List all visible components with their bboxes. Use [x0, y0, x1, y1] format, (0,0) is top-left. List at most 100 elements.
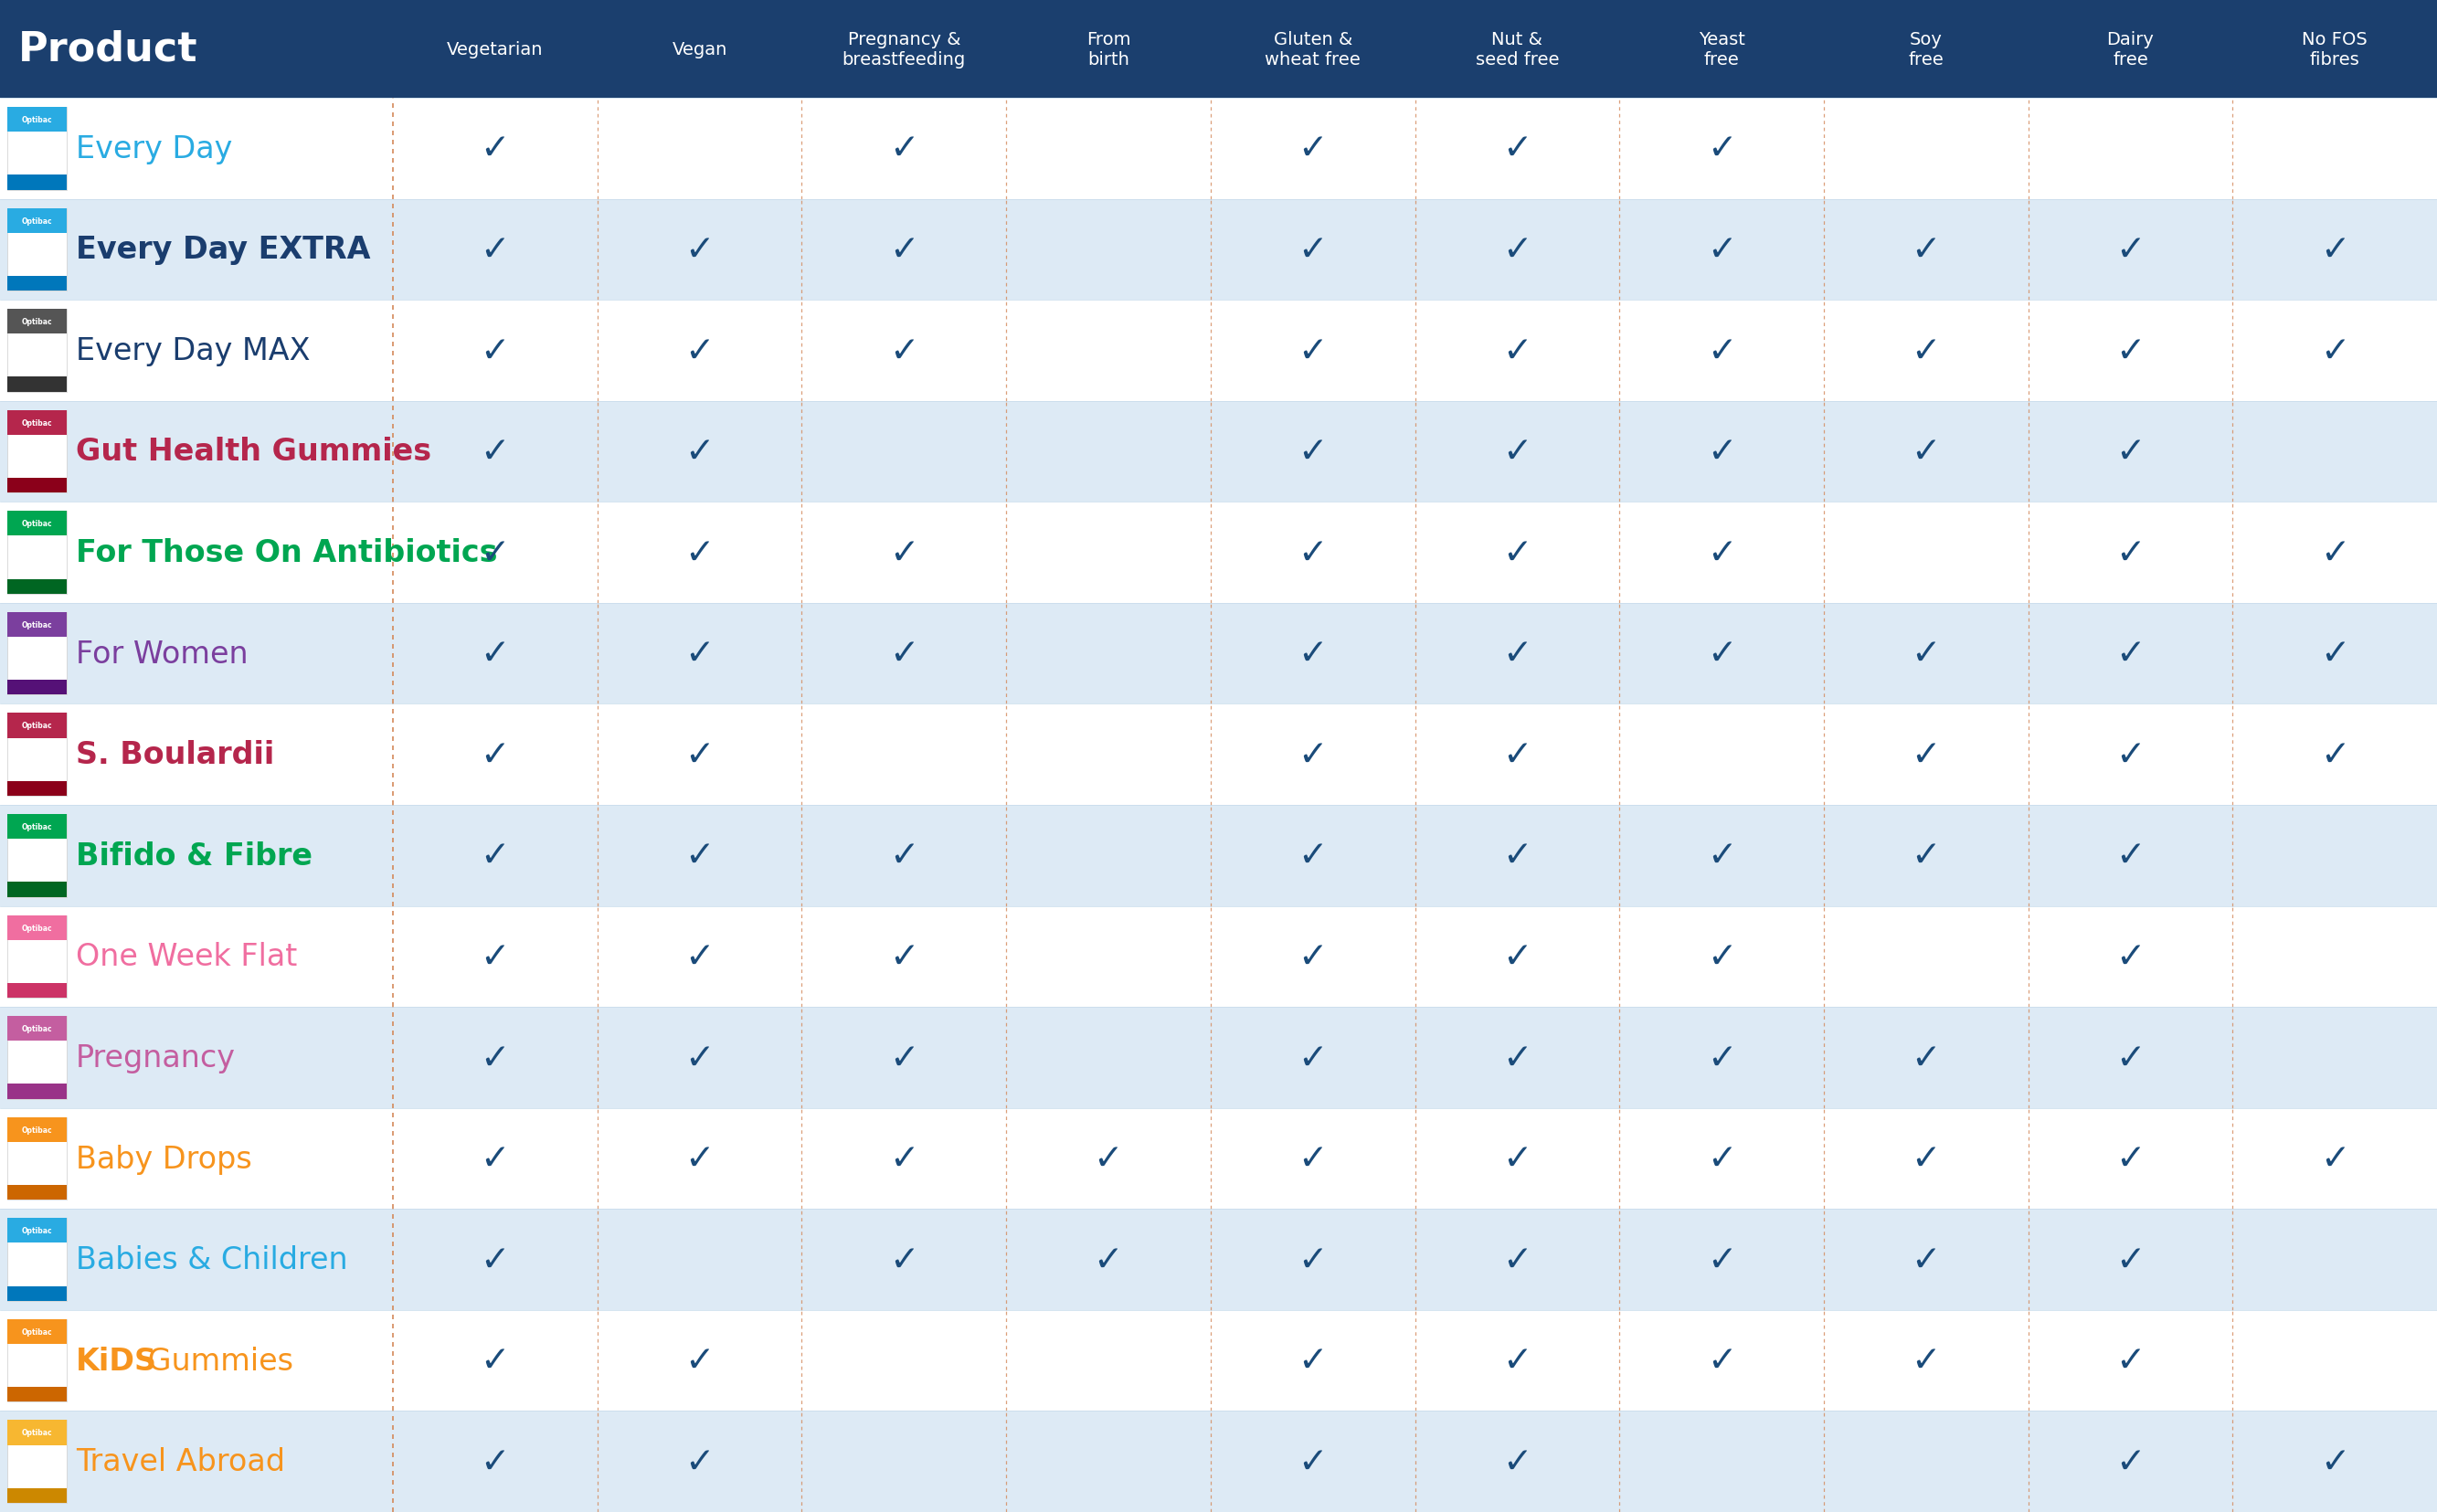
- Text: One Week Flat: One Week Flat: [76, 942, 297, 972]
- Text: ✓: ✓: [685, 1142, 714, 1176]
- Text: ✓: ✓: [1911, 1040, 1940, 1075]
- Text: ✓: ✓: [2320, 637, 2349, 671]
- Text: ✓: ✓: [2320, 1444, 2349, 1479]
- FancyBboxPatch shape: [7, 411, 66, 435]
- Text: ✓: ✓: [480, 535, 509, 570]
- FancyBboxPatch shape: [7, 1219, 66, 1300]
- Text: Every Day EXTRA: Every Day EXTRA: [76, 234, 370, 265]
- Text: Travel Abroad: Travel Abroad: [76, 1447, 285, 1477]
- FancyBboxPatch shape: [7, 478, 66, 493]
- FancyBboxPatch shape: [0, 603, 2437, 705]
- Text: ✓: ✓: [1501, 839, 1533, 872]
- FancyBboxPatch shape: [0, 1210, 2437, 1309]
- Text: For Those On Antibiotics: For Those On Antibiotics: [76, 538, 497, 569]
- FancyBboxPatch shape: [7, 511, 66, 537]
- Text: ✓: ✓: [2115, 535, 2145, 570]
- Text: ✓: ✓: [890, 233, 919, 268]
- Text: ✓: ✓: [1706, 1142, 1738, 1176]
- FancyBboxPatch shape: [7, 1016, 66, 1042]
- FancyBboxPatch shape: [0, 906, 2437, 1007]
- Text: ✓: ✓: [1501, 233, 1533, 268]
- Text: ✓: ✓: [890, 839, 919, 872]
- Text: ✓: ✓: [1501, 1243, 1533, 1278]
- Text: ✓: ✓: [2115, 637, 2145, 671]
- Text: Vegetarian: Vegetarian: [446, 41, 543, 57]
- Text: ✓: ✓: [890, 132, 919, 166]
- Text: ✓: ✓: [685, 535, 714, 570]
- Text: ✓: ✓: [2115, 434, 2145, 469]
- Text: ✓: ✓: [480, 839, 509, 872]
- Text: Optibac: Optibac: [22, 216, 51, 225]
- Text: ✓: ✓: [2320, 334, 2349, 369]
- FancyBboxPatch shape: [7, 511, 66, 594]
- Text: ✓: ✓: [1501, 1343, 1533, 1377]
- FancyBboxPatch shape: [7, 1420, 66, 1503]
- Text: ✓: ✓: [1706, 1343, 1738, 1377]
- FancyBboxPatch shape: [0, 301, 2437, 402]
- Text: Nut &
seed free: Nut & seed free: [1474, 30, 1560, 68]
- Text: ✓: ✓: [1299, 839, 1328, 872]
- Text: No FOS
fibres: No FOS fibres: [2303, 30, 2369, 68]
- Text: ✓: ✓: [685, 1444, 714, 1479]
- Text: ✓: ✓: [1911, 1142, 1940, 1176]
- Text: Optibac: Optibac: [22, 419, 51, 426]
- Text: ✓: ✓: [1706, 939, 1738, 974]
- Text: Every Day MAX: Every Day MAX: [76, 336, 309, 366]
- Text: ✓: ✓: [1911, 1243, 1940, 1278]
- FancyBboxPatch shape: [7, 915, 66, 998]
- FancyBboxPatch shape: [0, 502, 2437, 603]
- Text: ✓: ✓: [2115, 1243, 2145, 1278]
- FancyBboxPatch shape: [0, 98, 2437, 200]
- Text: Pregnancy &
breastfeeding: Pregnancy & breastfeeding: [843, 30, 965, 68]
- Text: ✓: ✓: [1911, 334, 1940, 369]
- Text: Optibac: Optibac: [22, 318, 51, 327]
- FancyBboxPatch shape: [7, 612, 66, 638]
- Text: Optibac: Optibac: [22, 1429, 51, 1436]
- Text: ✓: ✓: [1299, 637, 1328, 671]
- FancyBboxPatch shape: [7, 107, 66, 133]
- Text: ✓: ✓: [2320, 535, 2349, 570]
- Text: ✓: ✓: [2115, 738, 2145, 773]
- Text: ✓: ✓: [890, 1243, 919, 1278]
- Text: Optibac: Optibac: [22, 721, 51, 730]
- Text: ✓: ✓: [1706, 637, 1738, 671]
- Text: ✓: ✓: [2320, 738, 2349, 773]
- Text: ✓: ✓: [1706, 233, 1738, 268]
- Text: ✓: ✓: [2115, 1142, 2145, 1176]
- FancyBboxPatch shape: [0, 1411, 2437, 1512]
- Text: Optibac: Optibac: [22, 1125, 51, 1134]
- Text: For Women: For Women: [76, 638, 249, 668]
- Text: ✓: ✓: [480, 1243, 509, 1278]
- Text: ✓: ✓: [1501, 535, 1533, 570]
- FancyBboxPatch shape: [7, 782, 66, 797]
- Text: ✓: ✓: [1501, 738, 1533, 773]
- Text: ✓: ✓: [1911, 1343, 1940, 1377]
- Text: ✓: ✓: [890, 637, 919, 671]
- FancyBboxPatch shape: [7, 175, 66, 191]
- FancyBboxPatch shape: [7, 1488, 66, 1503]
- Text: ✓: ✓: [1501, 434, 1533, 469]
- Text: ✓: ✓: [685, 434, 714, 469]
- FancyBboxPatch shape: [7, 310, 66, 393]
- FancyBboxPatch shape: [7, 815, 66, 839]
- FancyBboxPatch shape: [7, 310, 66, 334]
- Text: ✓: ✓: [2115, 839, 2145, 872]
- Text: ✓: ✓: [1911, 233, 1940, 268]
- Text: ✓: ✓: [480, 233, 509, 268]
- Text: Yeast
free: Yeast free: [1699, 30, 1745, 68]
- Text: Optibac: Optibac: [22, 520, 51, 528]
- Text: ✓: ✓: [685, 637, 714, 671]
- Text: ✓: ✓: [1911, 434, 1940, 469]
- FancyBboxPatch shape: [7, 378, 66, 393]
- FancyBboxPatch shape: [7, 612, 66, 696]
- Text: ✓: ✓: [1501, 1142, 1533, 1176]
- Text: ✓: ✓: [685, 839, 714, 872]
- Text: ✓: ✓: [685, 233, 714, 268]
- Text: ✓: ✓: [480, 738, 509, 773]
- Text: Every Day: Every Day: [76, 135, 232, 165]
- Text: ✓: ✓: [480, 434, 509, 469]
- Text: ✓: ✓: [685, 334, 714, 369]
- FancyBboxPatch shape: [0, 0, 2437, 98]
- Text: Soy
free: Soy free: [1908, 30, 1945, 68]
- Text: ✓: ✓: [2115, 1444, 2145, 1479]
